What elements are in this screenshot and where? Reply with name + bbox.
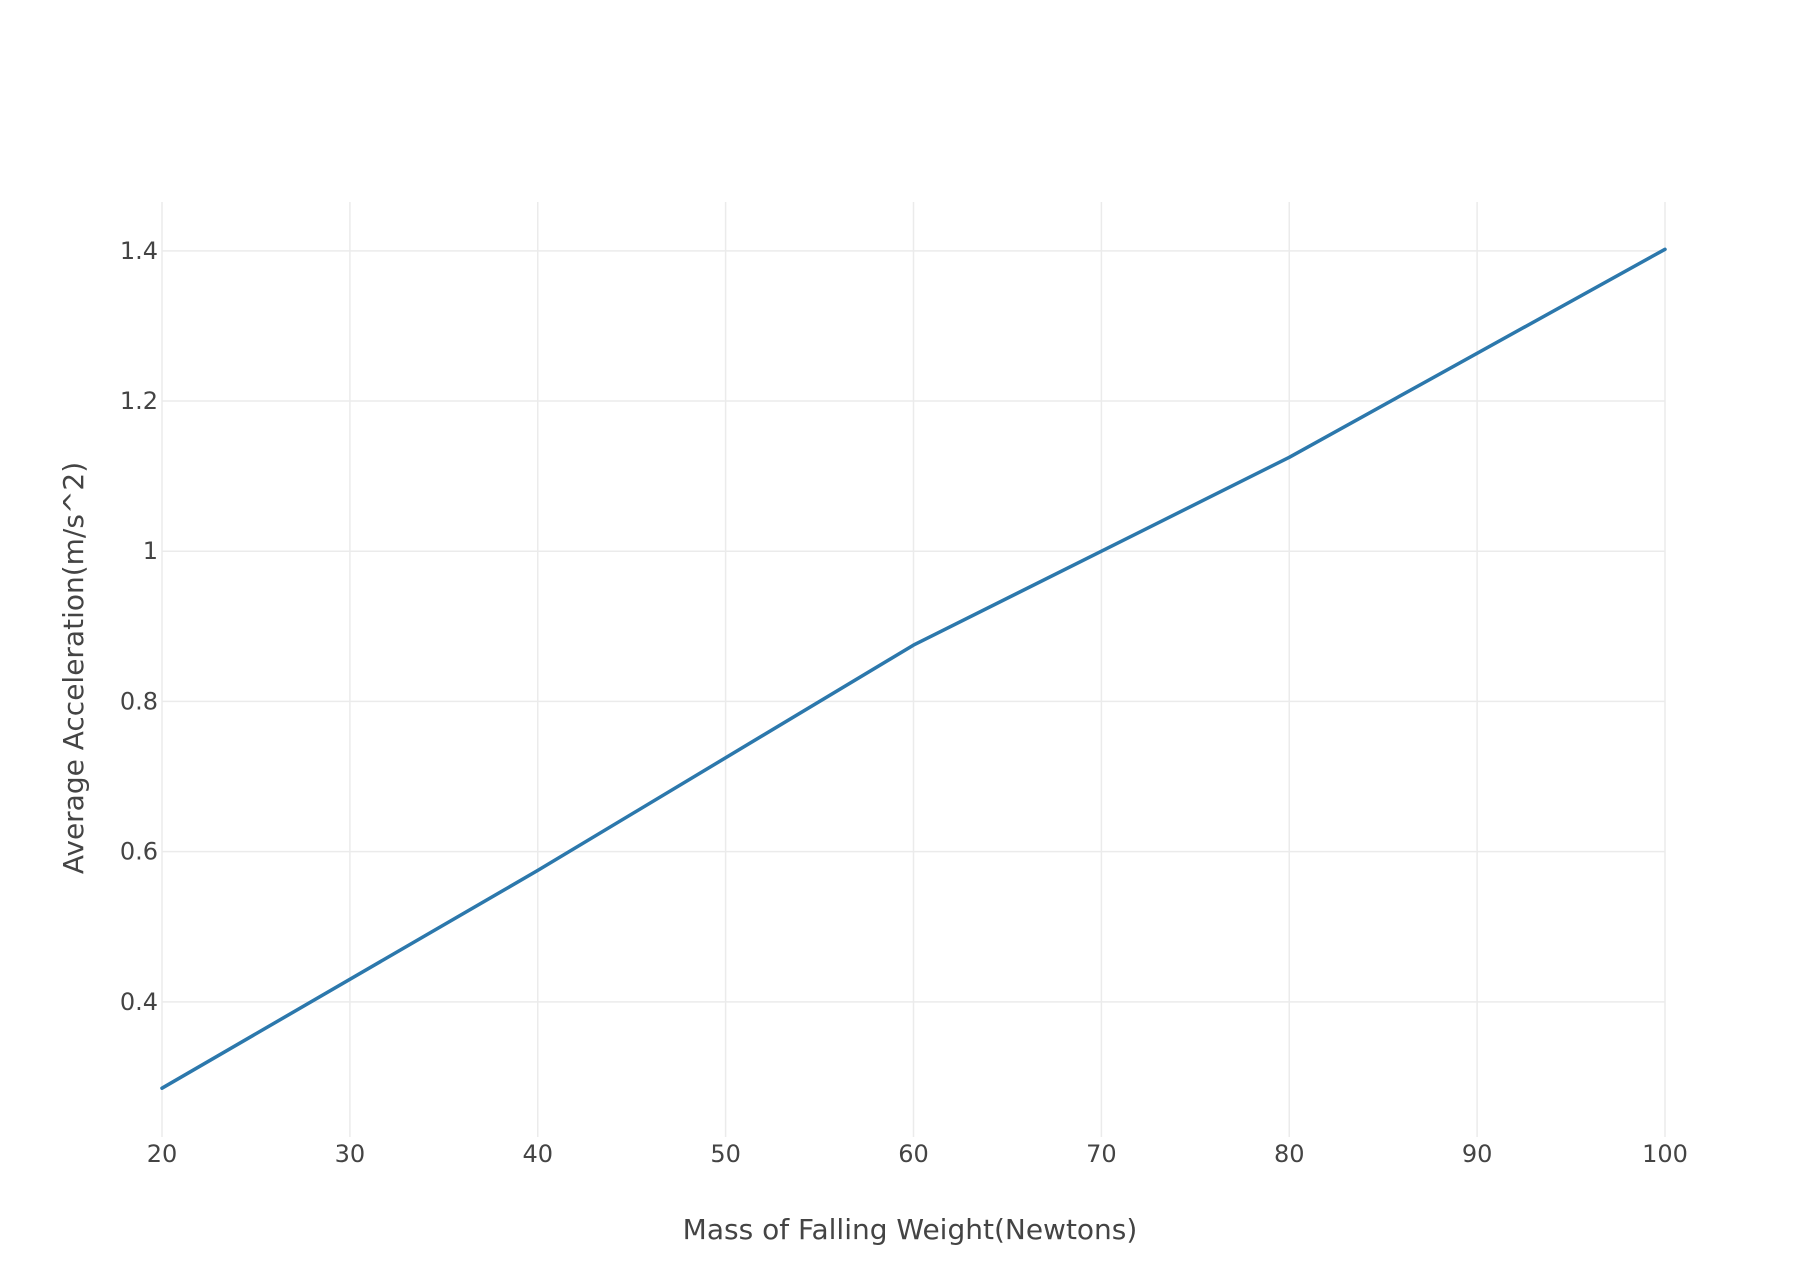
x-tick-label: 70 [1086,1140,1117,1168]
x-tick-label: 40 [522,1140,553,1168]
y-axis-ticks: 0.4 0.6 0.8 1 1.2 1.4 [120,237,158,1016]
x-tick-label: 60 [898,1140,929,1168]
x-tick-label: 90 [1462,1140,1493,1168]
y-axis-label: Average Acceleration(m/s^2) [57,462,90,874]
y-tick-label: 1.4 [120,237,158,265]
x-tick-label: 80 [1274,1140,1305,1168]
x-tick-label: 100 [1642,1140,1688,1168]
x-axis-label: Mass of Falling Weight(Newtons) [683,1213,1138,1246]
x-tick-label: 50 [710,1140,741,1168]
series-lines [160,247,1667,1090]
y-tick-label: 0.8 [120,687,158,715]
y-tick-label: 1.2 [120,387,158,415]
x-tick-label: 20 [147,1140,178,1168]
series-line [160,247,1667,1090]
y-tick-label: 1 [143,537,158,565]
y-tick-label: 0.6 [120,838,158,866]
grid-lines [161,202,1666,1137]
x-axis-ticks: 20 30 40 50 60 70 80 90 100 [147,1140,1688,1168]
y-tick-label: 0.4 [120,988,158,1016]
x-tick-label: 30 [335,1140,366,1168]
